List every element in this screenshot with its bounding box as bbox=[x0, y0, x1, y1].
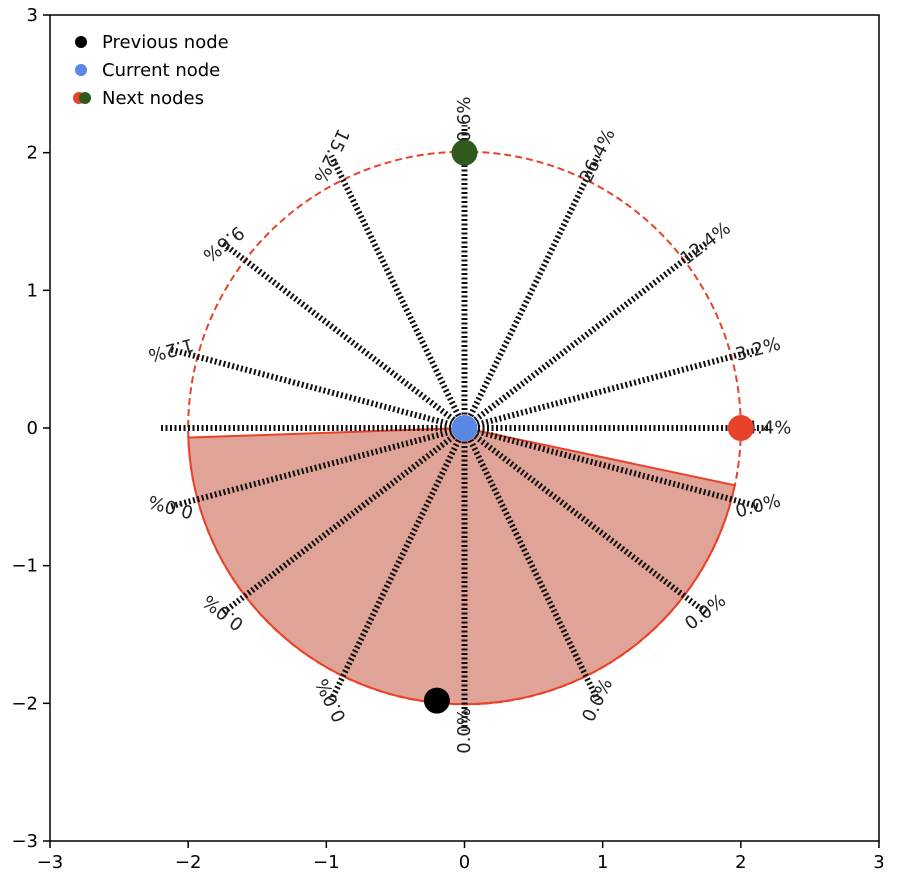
direction-line bbox=[462, 241, 708, 431]
current-node-point bbox=[451, 415, 478, 441]
direction-line bbox=[462, 425, 708, 615]
x-tick-label: 3 bbox=[873, 852, 884, 873]
y-tick-label: −3 bbox=[11, 831, 38, 852]
y-tick-label: 1 bbox=[27, 280, 38, 301]
probability-label: 3.2% bbox=[733, 334, 783, 366]
probability-label: 12.4% bbox=[677, 218, 735, 269]
next-node-point bbox=[451, 139, 478, 166]
legend-marker bbox=[75, 64, 87, 76]
probability-label: 4.4% bbox=[746, 418, 792, 439]
x-tick-label: 1 bbox=[597, 852, 608, 873]
probability-label: 1.2% bbox=[146, 334, 196, 366]
x-tick-label: −3 bbox=[37, 852, 64, 873]
probability-label: 0.0% bbox=[733, 490, 783, 522]
direction-line bbox=[461, 426, 601, 702]
direction-line bbox=[328, 426, 468, 702]
y-tick-label: 3 bbox=[27, 5, 38, 26]
next-node-point bbox=[727, 415, 754, 441]
plot-area: 4.4%3.2%12.4%26.4%30.6%15.2%9.6%1.2%0.0%… bbox=[146, 97, 791, 754]
legend-marker bbox=[75, 36, 87, 48]
direction-line bbox=[221, 241, 467, 431]
probability-label: 0.0% bbox=[578, 675, 617, 725]
probability-label: 0.0% bbox=[454, 708, 475, 754]
direction-line bbox=[461, 154, 601, 430]
direction-line bbox=[328, 154, 468, 430]
x-tick-label: 2 bbox=[735, 852, 746, 873]
previous-node-point bbox=[423, 687, 450, 714]
probability-label: 30.6% bbox=[454, 97, 475, 154]
x-tick-label: 0 bbox=[459, 852, 470, 873]
direction-line bbox=[221, 425, 467, 615]
direction-line bbox=[463, 425, 759, 510]
y-tick-label: 2 bbox=[27, 143, 38, 164]
direction-line bbox=[170, 425, 466, 510]
y-tick-label: −2 bbox=[11, 693, 38, 714]
legend: Previous node Current node Next nodes bbox=[73, 32, 229, 109]
axes: −3 −2 −1 0 1 2 3 3 2 1 0 −1 −2 −3 bbox=[11, 5, 884, 873]
probability-label: 0.0% bbox=[146, 490, 196, 522]
x-tick-label: −1 bbox=[313, 852, 340, 873]
legend-label: Current node bbox=[102, 60, 220, 81]
y-tick-label: 0 bbox=[27, 418, 38, 439]
legend-marker bbox=[79, 92, 91, 104]
probability-label: 0.0% bbox=[312, 675, 351, 725]
direction-line bbox=[463, 346, 759, 431]
y-tick-label: −1 bbox=[11, 556, 38, 577]
legend-label: Previous node bbox=[102, 32, 229, 53]
direction-line bbox=[170, 346, 466, 431]
x-tick-label: −2 bbox=[175, 852, 202, 873]
legend-label: Next nodes bbox=[102, 88, 204, 109]
probability-label: 26.4% bbox=[576, 125, 620, 186]
